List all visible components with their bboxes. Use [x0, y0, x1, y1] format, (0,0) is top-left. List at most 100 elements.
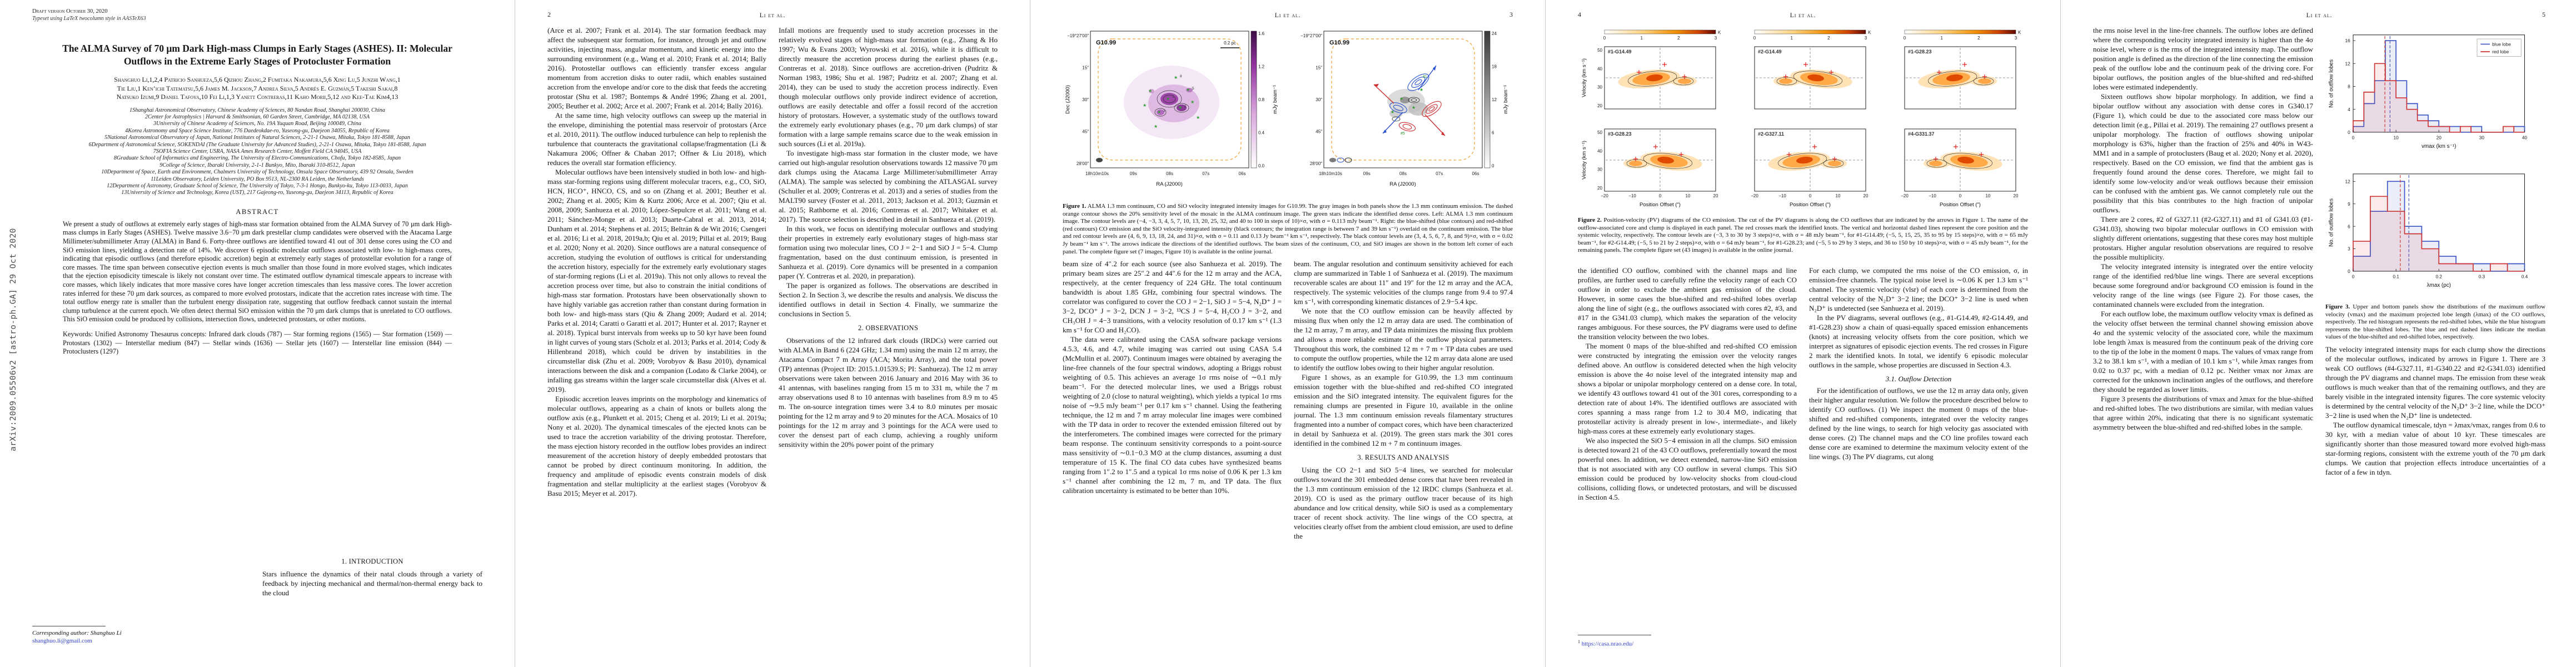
- axis-tick-label: 07s: [1436, 171, 1443, 176]
- front-matter: The ALMA Survey of 70 μm Dark High-mass …: [32, 42, 482, 356]
- colorbar-unit-label: K: [1718, 30, 1721, 35]
- axis-tick-label: 06s: [1472, 171, 1479, 176]
- body-paragraph: beam size of 4″.2 for each source (see a…: [1063, 260, 1282, 334]
- histogram-fill: [2353, 181, 2525, 271]
- pv-colorbars: 0 1 2 3 0 1 2 3 0 1 2 3 K K K: [1603, 29, 2021, 41]
- axis-tick-label: 0: [1492, 163, 1494, 168]
- typeset-line: Typeset using LaTeX twocolumn style in A…: [32, 16, 146, 22]
- running-head: Li et al.: [1790, 11, 1816, 19]
- pv-panel: #3-G28.23: [1604, 128, 1716, 192]
- svg-text:★: ★: [1174, 75, 1178, 80]
- body-paragraph: For each outflow lobe, the maximum outfl…: [2093, 310, 2313, 394]
- axis-tick-label: −20: [1751, 193, 1758, 198]
- body-paragraph: The velocity integrated intensity is int…: [2093, 262, 2313, 308]
- colorbar-unit-label: K: [1868, 30, 1871, 35]
- affiliation: 2Center for Astrophysics | Harvard & Smi…: [145, 113, 370, 120]
- body-paragraph: For each clump, we computed the rms nois…: [1809, 266, 2028, 312]
- continuum-emission-blobs: [1124, 66, 1219, 139]
- axis-tick-label: 1: [1640, 36, 1643, 41]
- figure1-panel-continuum: ★ ★ ★ ★ ★ ★ ★ ★ ★ ★ 1 2 3 5 8 G10.99 0.2 pc 1.6 1.2…: [1065, 31, 1278, 187]
- axis-tick-label: 0.3: [2479, 273, 2485, 279]
- legend-label: red lobe: [2492, 49, 2509, 54]
- paragraph-group: Observations of the 12 infrared dark clo…: [779, 336, 998, 449]
- pv-panel: #2-G327.11: [1754, 128, 1866, 192]
- running-head: Li et al.: [1274, 11, 1301, 19]
- section-heading-results: 3. RESULTS AND ANALYSIS: [1357, 454, 1449, 461]
- axis-tick-label: 20: [1864, 193, 1869, 198]
- text-column-right: For each clump, we computed the rms nois…: [1809, 266, 2028, 643]
- axis-tick-label: 09s: [1130, 171, 1137, 176]
- keywords-line: Keywords: Unified Astronomy Thesaurus co…: [63, 330, 452, 356]
- running-head: Li et al.: [759, 11, 786, 19]
- body-paragraph: Observations of the 12 infrared dark clo…: [779, 336, 998, 449]
- authors-line: Natsuko Izumi,9 Daniel Tafoya,10 Fei Li,…: [116, 93, 398, 101]
- outflow-arrows: [1373, 65, 1446, 136]
- text-column-right: 0 10 20 30 40 0 4 8 12 16 vmax (km s⁻¹) No. of outf…: [2325, 26, 2545, 643]
- axis-tick-label: 0: [1603, 36, 1606, 41]
- axis-tick-label: 4: [2348, 107, 2350, 112]
- text-column-right: beam. The angular resolution and continu…: [1294, 259, 1513, 643]
- page-number: 4: [1578, 11, 1581, 18]
- axis-tick-label: 0: [1904, 36, 1906, 41]
- svg-text:5: 5: [1192, 87, 1194, 91]
- colorbar-unit-label: mJy beam⁻¹: [1503, 85, 1509, 114]
- body-paragraph: Figure 1 shows, as an example for G10.99…: [1294, 373, 1513, 447]
- axis-tick-label: 0.4: [2522, 273, 2528, 279]
- sio-contours: [1392, 97, 1420, 122]
- colorbar: [1484, 31, 1491, 168]
- y-tick-labels: 50 40 30 20: [1597, 130, 1602, 191]
- affiliation: 1Shanghai Astronomical Observatory, Chin…: [129, 107, 385, 113]
- text-column-left: (Arce et al. 2007; Frank et al. 2014). T…: [547, 26, 766, 643]
- affiliation: 3University of Chinese Academy of Scienc…: [153, 121, 361, 127]
- draft-note: Draft version October 30, 2020 Typeset u…: [32, 8, 146, 22]
- authors-line: Tie Liu,1 Ken’ichi Tatematsu,5,6 James M…: [117, 84, 398, 92]
- svg-text:★: ★: [1157, 109, 1161, 115]
- x-tick-labels: −20 −10 0 10 20: [1751, 193, 1869, 198]
- paragraph-group: Infall motions are frequently used to st…: [779, 26, 998, 318]
- svg-text:★: ★: [1412, 105, 1416, 110]
- x-tick-labels: −20 −10 0 10 20: [1601, 193, 1718, 198]
- corresponding-email-link[interactable]: shanghuo.li@gmail.com: [32, 638, 92, 644]
- axis-tick-label: 15″: [1082, 66, 1089, 71]
- y-axis-label: No. of outflow lobes: [2329, 198, 2335, 247]
- axis-tick-label: 10: [1836, 193, 1841, 198]
- affiliation: 11Leiden Observatory, Leiden University,…: [151, 176, 364, 182]
- source-name-label: G10.99: [1329, 39, 1349, 46]
- colorbar-tick-labels: 1.6 1.2 0.8 0.4 0.0: [1258, 31, 1265, 168]
- abstract-text: We present a study of outflows at extrem…: [63, 220, 452, 323]
- axis-tick-label: 3: [2015, 36, 2017, 41]
- page-number: 2: [547, 11, 551, 18]
- figure-caption-text: Upper and bottom panels show the distrib…: [2325, 303, 2545, 341]
- axis-tick-label: 8: [2348, 84, 2350, 89]
- axis-tick-label: 12: [2345, 178, 2351, 184]
- axis-tick-label: 9: [2348, 201, 2350, 207]
- axis-tick-label: 45″: [1082, 130, 1089, 135]
- axis-tick-label: 40: [1597, 148, 1602, 153]
- body-paragraph: the rms noise level in the line-free cha…: [2093, 26, 2313, 91]
- body-paragraph: Molecular outflows have been intensively…: [547, 168, 766, 394]
- pv-panel-label: #1-G28.23: [1908, 49, 1932, 54]
- affiliation: 12Department of Astronomy, Graduate Scho…: [107, 182, 408, 189]
- x-axis-label: λmax (pc): [2427, 282, 2451, 288]
- axis-tick-label: 20: [1713, 193, 1718, 198]
- svg-text:#1: #1: [1423, 75, 1427, 79]
- footnote-url-link[interactable]: https://casa.nrao.edu/: [1581, 641, 1634, 648]
- pv-panel: #1-G28.23: [1904, 46, 2016, 109]
- footnote-label: Corresponding author: Shanghuo Li: [32, 630, 122, 636]
- axis-tick-label: 50: [1597, 130, 1602, 135]
- axis-tick-label: 1.6: [1258, 31, 1265, 36]
- axis-tick-label: −19°27′00″: [1067, 33, 1089, 38]
- axis-tick-label: 12: [1492, 97, 1497, 102]
- figure3-caption: Figure 3. Upper and bottom panels show t…: [2325, 303, 2545, 341]
- axis-tick-label: 1: [1940, 36, 1943, 41]
- paragraph-group: For the identification of outflows, we u…: [1809, 386, 2028, 461]
- axis-tick-label: 16: [2345, 38, 2351, 43]
- introduction-start: 1. INTRODUCTION Stars influence the dyna…: [262, 557, 482, 598]
- source-name-label: G10.99: [1096, 39, 1116, 46]
- axis-tick-label: 09s: [1363, 171, 1371, 176]
- axis-tick-label: 08s: [1399, 171, 1407, 176]
- mosaic-boundary-contour: [1331, 38, 1475, 161]
- axis-tick-label: 6: [1492, 131, 1494, 136]
- affiliation: 13University of Science and Technology, …: [121, 190, 393, 196]
